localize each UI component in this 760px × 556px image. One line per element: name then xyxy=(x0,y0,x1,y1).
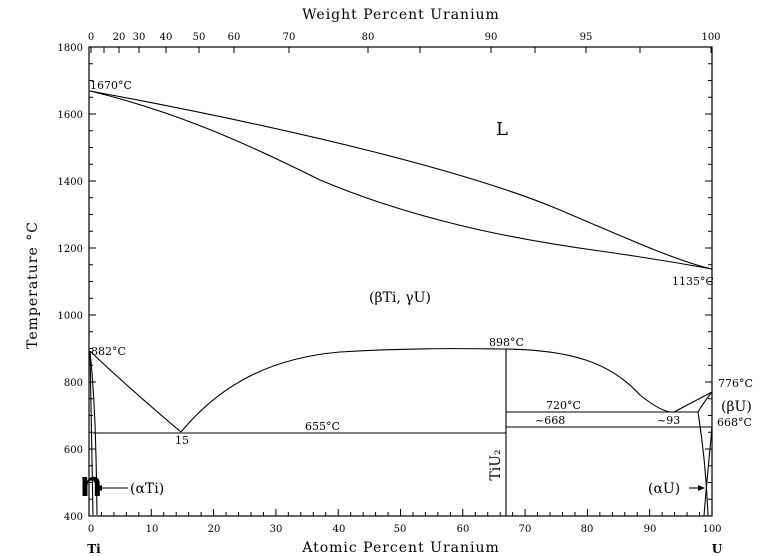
x-tick-10: 10 xyxy=(146,524,159,535)
x-tick-50: 50 xyxy=(394,524,407,535)
compound-max-label: 898°C xyxy=(489,336,524,349)
liquidus-line xyxy=(89,90,713,270)
top-tick-95: 95 xyxy=(580,32,593,43)
y-tick-600: 600 xyxy=(64,445,83,456)
top-tick-80: 80 xyxy=(362,32,375,43)
phase-labels: L (βTi, γU) (αTi) (αU) (βU) TiU₂ xyxy=(130,119,752,497)
alpha-u-boundary-lower xyxy=(703,426,713,517)
phase-alpha-u-label: (αU) xyxy=(648,481,680,497)
top-tick-30: 30 xyxy=(133,32,146,43)
solidus-line xyxy=(89,90,713,270)
y-tick-1600: 1600 xyxy=(58,110,83,121)
phase-arrows xyxy=(95,485,705,491)
alpha-ti-left-boundary xyxy=(89,350,94,516)
beta-u-left-boundary xyxy=(673,391,713,413)
right-element-label: U xyxy=(712,542,723,556)
x-tick-0: 0 xyxy=(88,524,94,535)
y-tick-1000: 1000 xyxy=(58,311,83,322)
peritectoid-label: ~668 xyxy=(535,414,565,427)
ti-transition-label: 882°C xyxy=(91,345,126,358)
top-tick-labels: 0 20 30 40 50 60 70 80 90 95 100 xyxy=(88,32,721,43)
top-tick-70: 70 xyxy=(283,32,296,43)
y-tick-1200: 1200 xyxy=(58,244,83,255)
phase-bcc-label: (βTi, γU) xyxy=(369,290,431,306)
compound-dome-right xyxy=(505,348,675,413)
x-tick-80: 80 xyxy=(581,524,594,535)
ti-melting-label: 1670°C xyxy=(90,79,132,92)
top-tick-90: 90 xyxy=(485,32,498,43)
phase-alpha-ti-label: (αTi) xyxy=(130,481,164,497)
compound-tiu2-label: TiU₂ xyxy=(488,449,504,480)
x-tick-60: 60 xyxy=(457,524,470,535)
top-tick-20: 20 xyxy=(113,32,126,43)
ti-beta-transus-line xyxy=(89,350,182,433)
alpha-ti-arrowhead xyxy=(95,485,102,491)
compound-dome-left xyxy=(180,348,507,433)
x-tick-40: 40 xyxy=(333,524,346,535)
u-melting-label: 1135°C xyxy=(672,275,714,288)
cropped-text-fragment: n xyxy=(80,463,102,504)
y-tick-800: 800 xyxy=(64,378,83,389)
beta-u-right-boundary xyxy=(697,391,713,413)
alpha-u-arrowhead xyxy=(698,485,705,491)
x-tick-labels: 0 10 20 30 40 50 60 70 80 90 100 xyxy=(88,524,722,535)
y-tick-400: 400 xyxy=(64,512,83,523)
top-tick-0: 0 xyxy=(88,32,94,43)
x-tick-30: 30 xyxy=(270,524,283,535)
point-labels: 1670°C 1135°C 882°C 898°C 655°C 15 720°C… xyxy=(90,79,753,447)
u-beta-gamma-label: 776°C xyxy=(718,377,753,390)
x-tick-90: 90 xyxy=(644,524,657,535)
u-alpha-beta-label: 668°C xyxy=(717,416,752,429)
u-eutectoid-temp-label: 720°C xyxy=(546,399,581,412)
top-tick-100: 100 xyxy=(701,32,720,43)
x-tick-100: 100 xyxy=(702,524,721,535)
phase-liquid-label: L xyxy=(496,119,508,140)
y-tick-labels: 1800 1600 1400 1200 1000 800 600 400 xyxy=(58,43,83,523)
top-tick-60: 60 xyxy=(228,32,241,43)
axis-ticks xyxy=(88,46,713,517)
y-tick-1800: 1800 xyxy=(58,43,83,54)
x-tick-20: 20 xyxy=(208,524,221,535)
y-tick-1400: 1400 xyxy=(58,177,83,188)
left-element-label: Ti xyxy=(87,542,101,556)
top-axis-title: Weight Percent Uranium xyxy=(302,7,500,23)
y-axis-title: Temperature °C xyxy=(25,221,41,349)
alpha-u-boundary-upper xyxy=(697,411,709,517)
u-eutectoid-comp-label: ~93 xyxy=(657,414,680,427)
phase-beta-u-label: (βU) xyxy=(721,399,752,415)
eutectoid-temp-label: 655°C xyxy=(305,420,340,433)
bottom-axis-title: Atomic Percent Uranium xyxy=(301,540,500,556)
top-tick-50: 50 xyxy=(193,32,206,43)
x-tick-70: 70 xyxy=(519,524,532,535)
top-tick-40: 40 xyxy=(160,32,173,43)
eutectoid-comp-label: 15 xyxy=(175,434,189,447)
